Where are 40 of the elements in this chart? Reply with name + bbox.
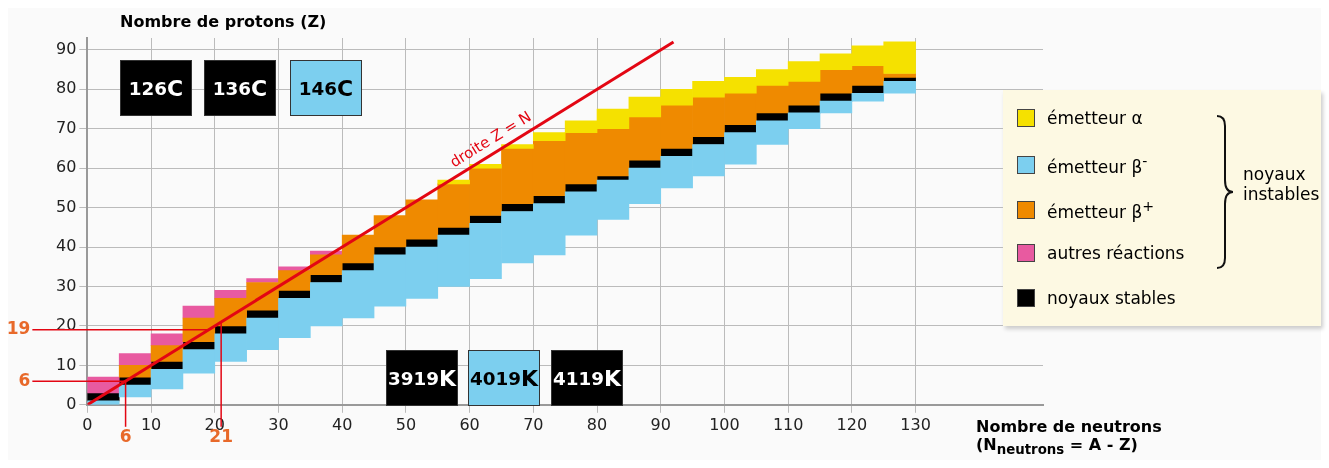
bar: [182, 305, 216, 319]
legend-label: émetteur β$^{-}$: [1047, 153, 1148, 177]
y-tick-label: 0: [66, 393, 77, 413]
x-tick-label: 110: [772, 414, 804, 434]
x-tick-label: 40: [332, 414, 353, 434]
x-tick-label: 60: [459, 414, 480, 434]
bar: [118, 353, 152, 366]
y-tick-label: 10: [56, 354, 77, 374]
legend-title: noyaux instables: [1243, 164, 1320, 204]
legend-label: noyaux stables: [1047, 288, 1176, 308]
ref-line-label: 6: [119, 425, 132, 446]
y-tick-label: 70: [56, 117, 77, 137]
x-axis-title: Nombre de neutrons (N$_{neutrons}$ = A - Z): [976, 417, 1163, 460]
x-tick-label: 50: [395, 414, 417, 434]
y-tick-label: 90: [56, 38, 77, 58]
legend-label: autres réactions: [1047, 243, 1185, 263]
x-tick-label: 100: [709, 414, 740, 434]
y-tick-label: 30: [56, 275, 77, 295]
bar: [819, 100, 853, 114]
y-tick-label: 40: [56, 236, 77, 256]
x-tick-label: 70: [523, 414, 544, 434]
legend-label: émetteur β$^{+}$: [1047, 198, 1155, 222]
y-tick-label: 50: [56, 196, 77, 216]
x-tick-label: 90: [650, 414, 671, 434]
x-tick-label: 120: [836, 414, 868, 434]
legend-label: émetteur α: [1047, 108, 1143, 128]
bar: [214, 290, 247, 299]
x-tick-label: 10: [140, 414, 162, 434]
x-tick-label: 80: [586, 414, 608, 434]
ref-line-label: 19: [6, 318, 31, 339]
x-tick-label: 0: [82, 414, 93, 434]
y-axis-title: Nombre de protons (Z): [120, 12, 327, 31]
ref-line-label: 6: [18, 369, 31, 390]
bar: [373, 246, 407, 256]
x-tick-label: 130: [900, 414, 931, 434]
x-tick-label: 30: [268, 414, 289, 434]
bar: [787, 104, 821, 114]
y-tick-label: 80: [56, 78, 77, 98]
bar: [150, 333, 184, 346]
y-tick-label: 60: [56, 157, 77, 177]
